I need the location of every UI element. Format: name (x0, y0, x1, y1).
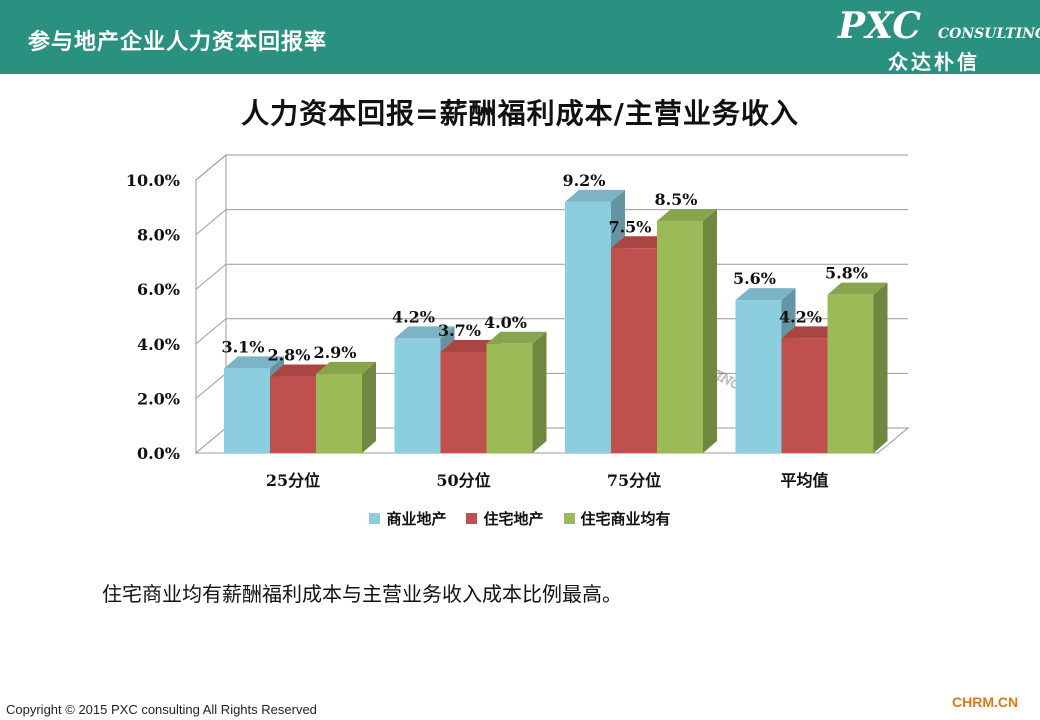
bar-side (362, 361, 376, 453)
data-label: 4.0% (484, 313, 527, 332)
bar (394, 338, 441, 453)
brand-logo: PXC (838, 5, 922, 47)
legend-swatch-mixed (563, 513, 575, 524)
bar-top (224, 356, 284, 369)
chart-title: 人力资本回报=薪酬福利成本/主营业务收入 (241, 97, 799, 130)
data-label: 5.8% (825, 264, 868, 283)
data-label: 2.8% (267, 346, 310, 365)
legend-label-residential: 住宅地产 (483, 510, 544, 528)
y-tick-label: 10.0% (126, 171, 180, 190)
data-label: 5.6% (733, 269, 776, 288)
y-tick-label: 4.0% (137, 335, 180, 354)
bar (611, 248, 657, 453)
bar-chart: 0.0%2.0%4.0%6.0%8.0%10.0%PXCCONSULTING众达… (126, 153, 910, 490)
data-label: 3.7% (438, 321, 481, 340)
bar-top (565, 189, 625, 202)
bar (224, 368, 270, 453)
bar (735, 300, 782, 453)
y-tick-label: 0.0% (137, 444, 180, 463)
bar (565, 201, 611, 453)
data-label: 2.9% (313, 343, 356, 362)
x-tick-label: 平均值 (780, 471, 828, 490)
chart-side-wall (195, 153, 227, 455)
bar-top (486, 331, 547, 344)
bar-top (735, 288, 796, 301)
data-label: 7.5% (608, 217, 651, 236)
bar-top (611, 236, 671, 249)
bar-top (394, 326, 455, 339)
chart-legend: 商业地产 住宅地产 住宅商业均有 (0, 508, 1040, 529)
bar-side (703, 208, 717, 453)
data-label: 4.2% (392, 307, 435, 326)
y-tick-label: 6.0% (137, 280, 180, 299)
bar-top (440, 339, 501, 352)
legend-swatch-residential (466, 513, 478, 524)
bar-side (532, 331, 547, 453)
gridline (195, 263, 908, 290)
bar-top (316, 361, 376, 374)
header-bar: 参与地产企业人力资本回报率 PXC CONSULTING 众达朴信 (0, 0, 1040, 74)
data-label: 9.2% (562, 171, 605, 190)
copyright-text: Copyright © 2015 PXC consulting All Righ… (6, 702, 317, 717)
bar (827, 294, 874, 453)
legend-swatch-commercial (369, 513, 381, 524)
legend-item-commercial: 商业地产 (369, 508, 446, 529)
bar-side (873, 282, 888, 453)
x-tick-label: 75分位 (607, 471, 661, 490)
bar-top (827, 282, 888, 295)
bar (781, 338, 828, 453)
bar-top (781, 326, 842, 339)
y-tick-label: 2.0% (137, 389, 180, 408)
legend-item-mixed: 住宅商业均有 (563, 508, 671, 529)
bar (270, 376, 316, 453)
page-title: 参与地产企业人力资本回报率 (28, 30, 328, 55)
bar (657, 220, 703, 453)
bar (486, 343, 533, 453)
x-tick-label: 25分位 (266, 471, 320, 490)
legend-item-residential: 住宅地产 (466, 508, 544, 529)
bar (440, 351, 487, 453)
site-mark: CHRM.CN (952, 694, 1019, 710)
data-label: 8.5% (654, 190, 697, 209)
brand-logo-sub: CONSULTING (938, 26, 1040, 42)
bar-top (657, 208, 717, 221)
x-tick-label: 50分位 (436, 471, 490, 490)
brand-logo-cn: 众达朴信 (888, 50, 980, 74)
gridline (195, 154, 908, 181)
gridline (195, 209, 908, 235)
legend-label-commercial: 商业地产 (386, 510, 447, 528)
y-tick-label: 8.0% (137, 226, 180, 245)
legend-label-mixed: 住宅商业均有 (580, 510, 671, 528)
data-label: 3.1% (221, 337, 264, 356)
summary-note: 住宅商业均有薪酬福利成本与主营业务收入成本比例最高。 (102, 582, 622, 606)
bar (316, 373, 362, 453)
data-label: 4.2% (779, 307, 822, 326)
bar-top (270, 364, 330, 377)
